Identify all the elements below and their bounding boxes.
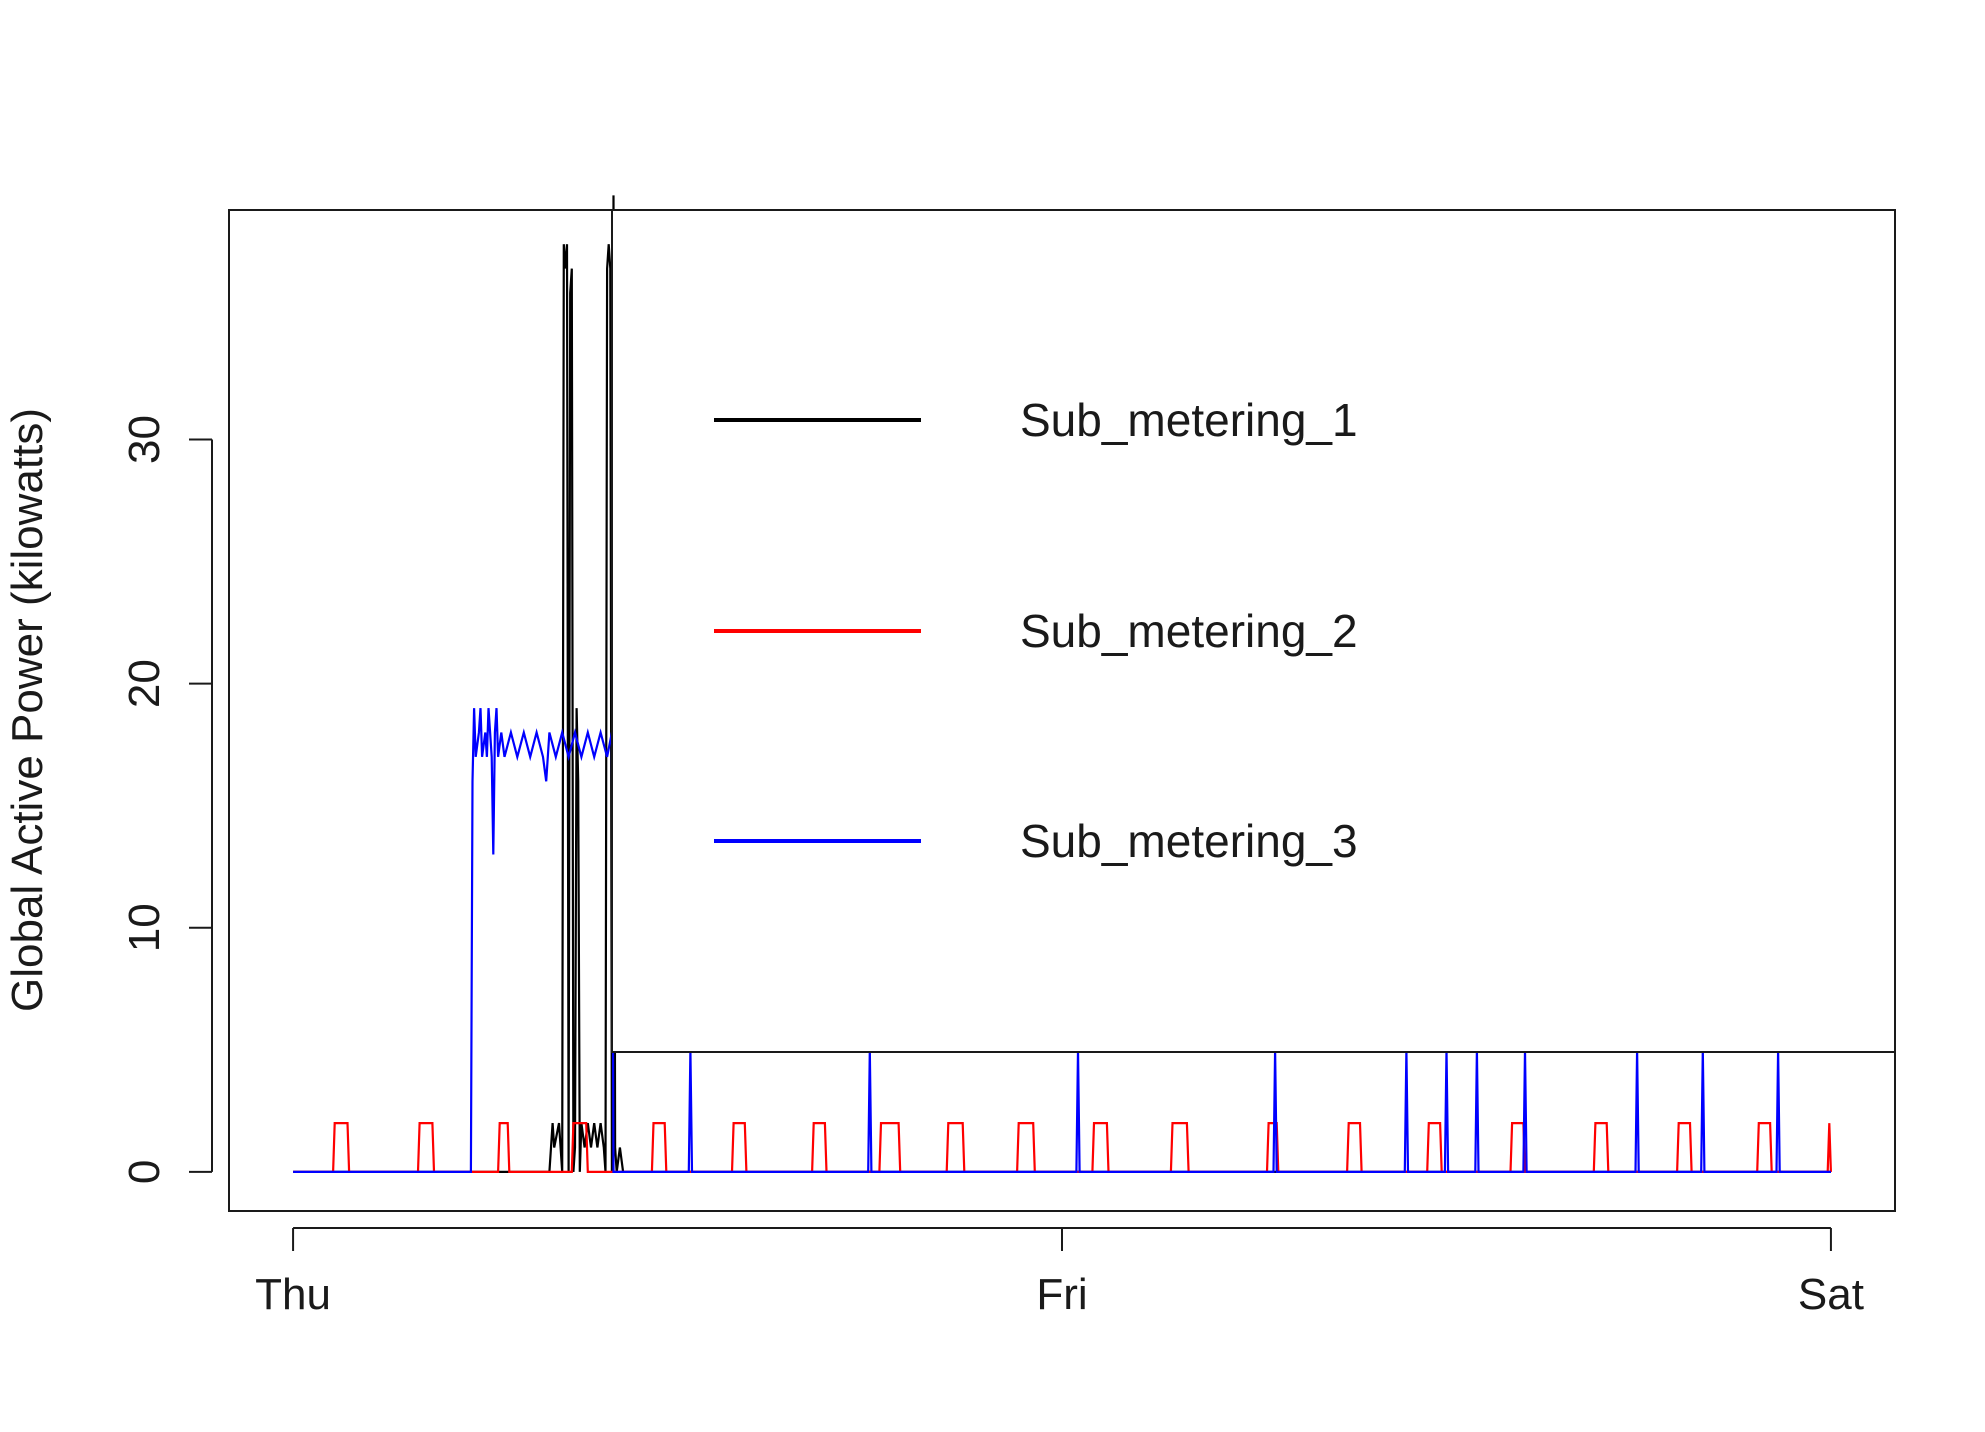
y-axis: 0 10 20 30 (120, 415, 213, 1184)
legend-label-3: Sub_metering_3 (1020, 815, 1358, 867)
legend: Sub_metering_1 Sub_metering_2 Sub_metering… (611, 209, 1896, 1053)
series-line-3 (293, 708, 1831, 1173)
x-tick-label: Fri (1036, 1270, 1087, 1319)
x-tick-label: Thu (255, 1270, 331, 1319)
y-axis-label: Global Active Power (kilowatts) (3, 408, 52, 1012)
y-tick-label: 0 (120, 1160, 169, 1184)
y-tick-label: 30 (120, 415, 169, 464)
x-axis: Thu Fri Sat (255, 1227, 1864, 1319)
x-tick-label: Sat (1798, 1270, 1864, 1319)
y-tick-label: 10 (120, 903, 169, 952)
legend-label-2: Sub_metering_2 (1020, 605, 1358, 657)
series-line-2 (293, 1122, 1832, 1173)
legend-label-1: Sub_metering_1 (1020, 394, 1358, 446)
y-tick-label: 20 (120, 659, 169, 708)
